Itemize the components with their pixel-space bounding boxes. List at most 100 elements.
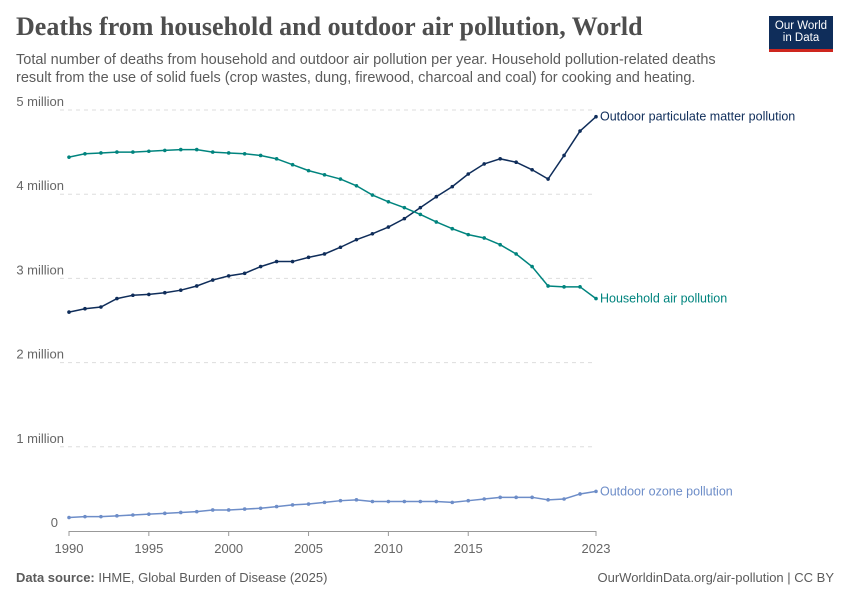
data-point [306,502,311,506]
data-point [99,514,103,519]
data-point [562,285,566,289]
data-point [530,495,534,500]
data-point [99,305,103,309]
data-source: Data source: IHME, Global Burden of Dise… [16,570,327,585]
footer-url[interactable]: OurWorldinData.org/air-pollution | CC BY [597,570,834,585]
data-point [178,510,183,515]
data-point [386,225,391,229]
data-point [402,216,407,221]
series-label: Outdoor particulate matter pollution [600,110,795,124]
data-point [274,259,279,264]
series-line [68,116,597,313]
data-point [322,252,327,256]
data-point [594,114,598,119]
data-point [578,285,582,289]
data-point [99,151,103,155]
data-point [290,503,295,507]
data-point [258,506,263,511]
data-point [386,199,391,204]
data-point [194,284,199,288]
data-point [594,296,598,301]
source-label: Data source: [16,570,95,585]
data-point [498,157,502,161]
data-point [434,194,439,199]
data-point [546,177,550,181]
data-point [354,498,359,502]
data-point [131,293,135,298]
series-label: Household air pollution [600,292,727,306]
data-point [354,237,359,242]
data-point [466,498,471,503]
series-line [68,490,597,519]
data-point [370,231,375,236]
data-point [163,148,167,153]
data-point [210,508,215,512]
data-point [115,514,119,518]
data-point [258,153,263,158]
data-point [370,499,375,504]
data-point [546,284,550,288]
data-point [83,514,87,519]
data-point [131,150,135,154]
data-point [226,274,231,278]
data-point [163,290,167,295]
data-point [418,205,423,210]
data-point [194,509,199,514]
data-point [530,264,534,269]
data-point [402,499,407,504]
data-point [67,155,71,159]
data-point [466,172,471,176]
data-point [482,497,487,501]
data-point [354,183,359,188]
data-point [338,177,343,181]
data-point [562,497,566,501]
data-point [514,495,518,500]
x-tick-label: 2010 [374,541,403,556]
data-point [450,184,455,189]
data-point [67,515,71,520]
data-point [546,498,550,502]
data-point [274,504,279,509]
data-point [194,147,199,152]
data-point [67,310,71,314]
data-point [530,167,534,172]
data-point [482,162,487,166]
x-tick-label: 2023 [582,541,611,556]
data-point [115,296,119,301]
y-tick-label: 0 [51,515,58,530]
data-point [226,151,231,155]
data-point [434,220,439,224]
data-point [242,507,247,511]
source-text[interactable]: IHME, Global Burden of Disease (2025) [98,570,328,585]
data-point [514,252,518,256]
data-point [498,495,502,500]
y-tick-label: 3 million [16,262,64,277]
data-point [562,153,566,158]
x-tick-label: 2005 [294,541,323,556]
data-point [115,150,119,154]
owid-logo[interactable]: Our World in Data [769,16,833,52]
data-point [594,489,598,494]
data-point [83,151,87,156]
x-tick-label: 1995 [134,541,163,556]
data-point [147,149,151,154]
data-point [242,151,247,156]
data-point [147,292,151,297]
data-point [242,271,247,276]
series-line [68,148,597,300]
data-point [322,173,327,177]
data-point [450,500,455,505]
chart-subtitle: Total number of deaths from household an… [16,52,716,86]
data-point [131,513,135,517]
x-tick-label: 2000 [214,541,243,556]
data-point [578,129,582,133]
data-point [370,193,375,197]
data-point [147,512,151,516]
data-point [514,160,518,165]
data-point [306,255,311,260]
data-point [338,245,343,250]
data-point [306,168,311,173]
data-point [258,264,263,269]
